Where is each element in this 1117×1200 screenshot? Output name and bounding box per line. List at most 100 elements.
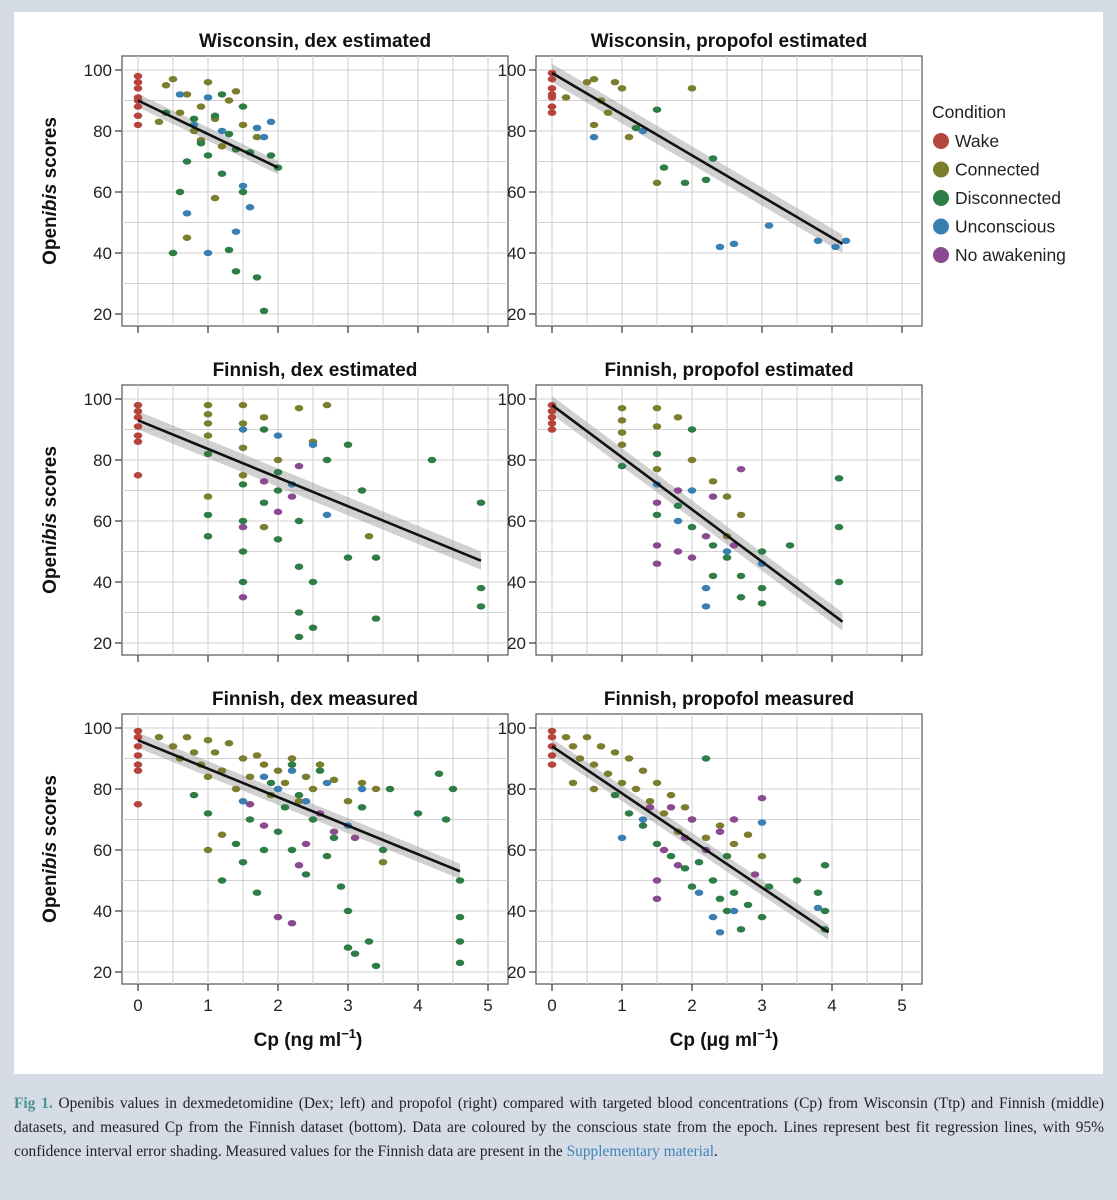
x-tick-label: 0 [133, 996, 142, 1015]
panel-title: Wisconsin, propofol estimated [591, 31, 867, 52]
data-point [245, 816, 255, 823]
y-tick-label: 100 [498, 61, 526, 80]
data-point [378, 846, 388, 854]
data-point [547, 727, 557, 735]
regression-line [137, 738, 461, 873]
data-point [210, 749, 220, 756]
plot-frame [121, 384, 509, 656]
data-point [652, 542, 662, 549]
data-point [133, 472, 143, 479]
data-point [308, 816, 318, 823]
data-point [287, 493, 297, 500]
data-point [617, 429, 627, 436]
data-point [589, 761, 599, 768]
data-point [624, 133, 634, 141]
y-tick-label: 20 [93, 305, 112, 324]
data-point [652, 450, 662, 458]
data-point [371, 962, 381, 970]
data-points [547, 727, 830, 936]
y-tick-label: 80 [93, 122, 112, 141]
data-point [715, 895, 725, 902]
data-point [350, 834, 360, 841]
y-axis-label-part: scores [40, 446, 61, 513]
data-point [757, 852, 767, 860]
x-tick-label: 0 [547, 996, 556, 1015]
data-point [834, 475, 844, 482]
data-point [273, 828, 283, 835]
data-point [294, 462, 304, 470]
data-point [231, 268, 241, 275]
data-point [722, 548, 732, 555]
data-point [259, 307, 269, 315]
legend-swatch [933, 218, 949, 235]
y-tick-label: 80 [93, 451, 112, 470]
gridlines [536, 56, 922, 326]
data-point [133, 432, 143, 439]
data-point [238, 103, 248, 110]
caption-end: . [714, 1143, 718, 1160]
data-point [652, 465, 662, 473]
data-point [273, 913, 283, 921]
legend-label: Wake [955, 131, 999, 151]
x-axis-label-propofol-post: ) [772, 1030, 778, 1051]
regression-line [137, 419, 482, 562]
figure-caption: Fig 1. Openibis values in dexmedetomidin… [14, 1092, 1104, 1164]
data-point [715, 929, 725, 936]
data-point [203, 411, 213, 418]
data-point [743, 831, 753, 838]
data-point [722, 554, 732, 561]
data-point [259, 822, 269, 829]
data-point [154, 733, 164, 741]
data-point [203, 493, 213, 500]
data-point [757, 819, 767, 826]
regression-line [551, 404, 844, 623]
data-point [315, 761, 325, 768]
data-point [666, 791, 676, 799]
data-point [715, 822, 725, 829]
data-point [652, 895, 662, 902]
data-point [294, 609, 304, 616]
data-point [371, 554, 381, 561]
y-tick-label: 20 [507, 634, 526, 653]
data-point [259, 773, 269, 780]
supplementary-material-link[interactable]: Supplementary material [566, 1143, 715, 1160]
data-point [343, 441, 353, 448]
data-point [133, 743, 143, 750]
data-point [603, 109, 613, 116]
data-point [175, 91, 185, 98]
data-point [666, 852, 676, 860]
data-point [203, 420, 213, 427]
regression-line [137, 99, 279, 169]
data-point [273, 508, 283, 516]
data-point [294, 862, 304, 869]
gridlines [122, 56, 508, 326]
data-point [455, 938, 465, 945]
data-point [834, 523, 844, 531]
y-tick-label: 100 [84, 719, 112, 738]
data-point [547, 85, 557, 92]
data-point [161, 82, 171, 89]
data-point [133, 727, 143, 735]
data-point [687, 426, 697, 433]
data-point [238, 420, 248, 427]
data-point [645, 798, 655, 805]
data-point [252, 133, 262, 141]
data-point [238, 523, 248, 531]
data-point [329, 776, 339, 784]
data-point [133, 103, 143, 110]
data-point [133, 752, 143, 759]
data-point [245, 204, 255, 211]
data-point [659, 846, 669, 854]
legend: Condition Wake Connected Disconnected Uncon… [932, 102, 1066, 265]
regression-line [551, 71, 844, 245]
data-point [329, 834, 339, 841]
y-axis-label-row-2: Openibis scores [40, 446, 61, 594]
data-point [168, 75, 178, 83]
data-point [203, 737, 213, 744]
data-point [273, 487, 283, 494]
data-point [287, 755, 297, 762]
panel-title: Finnish, propofol measured [604, 689, 854, 710]
panel-3: Finnish, dex estimated 20 40 60 80 100 [84, 360, 509, 662]
data-point [757, 548, 767, 555]
data-point [841, 237, 851, 244]
